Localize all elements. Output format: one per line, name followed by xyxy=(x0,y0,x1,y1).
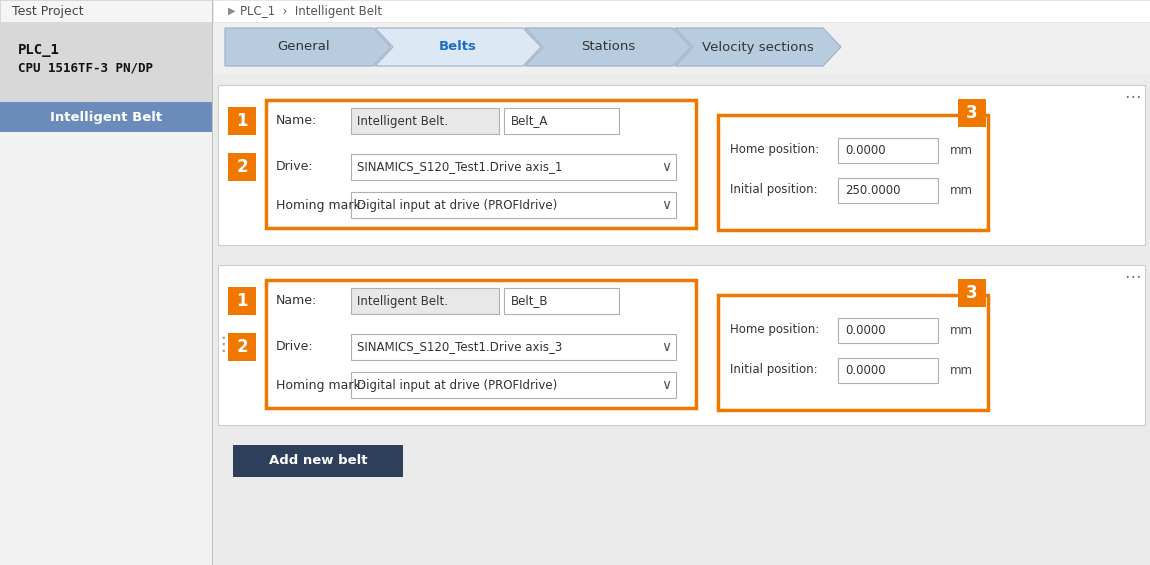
Bar xyxy=(228,333,256,361)
Text: Name:: Name: xyxy=(276,115,317,128)
Text: Velocity sections: Velocity sections xyxy=(703,41,814,54)
Bar xyxy=(351,334,676,360)
Bar xyxy=(351,192,676,218)
Text: Initial position:: Initial position: xyxy=(730,363,818,376)
Text: SINAMICS_S120_Test1.Drive axis_3: SINAMICS_S120_Test1.Drive axis_3 xyxy=(356,341,562,354)
Bar xyxy=(718,115,988,230)
Polygon shape xyxy=(375,28,540,66)
Text: SINAMICS_S120_Test1.Drive axis_1: SINAMICS_S120_Test1.Drive axis_1 xyxy=(356,160,562,173)
Text: Digital input at drive (PROFIdrive): Digital input at drive (PROFIdrive) xyxy=(356,379,558,392)
Text: ▶: ▶ xyxy=(228,6,236,16)
Text: Homing mark:: Homing mark: xyxy=(276,379,365,392)
Bar xyxy=(838,358,938,383)
Bar xyxy=(0,102,212,132)
Bar xyxy=(228,287,256,315)
Text: 0.0000: 0.0000 xyxy=(845,144,886,157)
Bar xyxy=(218,265,1145,425)
Text: Digital input at drive (PROFIdrive): Digital input at drive (PROFIdrive) xyxy=(356,198,558,211)
Text: CPU 1516TF-3 PN/DP: CPU 1516TF-3 PN/DP xyxy=(18,62,153,75)
Text: Add new belt: Add new belt xyxy=(269,454,367,467)
Text: PLC_1: PLC_1 xyxy=(18,43,60,57)
Text: Belts: Belts xyxy=(439,41,477,54)
Text: 3: 3 xyxy=(966,104,978,122)
Bar xyxy=(351,288,499,314)
Bar xyxy=(351,372,676,398)
Text: ⋯: ⋯ xyxy=(1124,268,1141,286)
Text: mm: mm xyxy=(950,324,973,337)
Bar xyxy=(838,138,938,163)
Bar xyxy=(504,108,619,134)
Text: Initial position:: Initial position: xyxy=(730,184,818,197)
Text: Name:: Name: xyxy=(276,294,317,307)
Bar xyxy=(351,154,676,180)
Text: 1: 1 xyxy=(236,112,247,130)
Text: ∨: ∨ xyxy=(661,340,672,354)
Bar xyxy=(718,295,988,410)
Polygon shape xyxy=(526,28,691,66)
Text: 2: 2 xyxy=(236,158,247,176)
Bar xyxy=(213,74,1150,565)
Bar xyxy=(213,22,1150,74)
Text: Drive:: Drive: xyxy=(276,341,314,354)
Text: mm: mm xyxy=(950,144,973,157)
Text: ∨: ∨ xyxy=(661,198,672,212)
Text: PLC_1  ›  Intelligent Belt: PLC_1 › Intelligent Belt xyxy=(240,5,382,18)
Polygon shape xyxy=(225,28,391,66)
Text: Drive:: Drive: xyxy=(276,160,314,173)
Text: Homing mark:: Homing mark: xyxy=(276,198,365,211)
Bar xyxy=(233,445,402,477)
Text: Test Project: Test Project xyxy=(12,5,84,18)
Bar xyxy=(228,107,256,135)
Bar xyxy=(266,280,696,408)
Bar xyxy=(958,99,986,127)
Text: 2: 2 xyxy=(236,338,247,356)
Text: ∨: ∨ xyxy=(661,378,672,392)
Text: ∨: ∨ xyxy=(661,160,672,174)
Bar xyxy=(218,85,1145,245)
Text: Home position:: Home position: xyxy=(730,324,819,337)
Polygon shape xyxy=(675,28,841,66)
Bar xyxy=(838,318,938,343)
Text: General: General xyxy=(277,41,330,54)
Bar xyxy=(504,288,619,314)
Text: Belt_B: Belt_B xyxy=(511,294,549,307)
Text: Belt_A: Belt_A xyxy=(511,115,549,128)
Bar xyxy=(0,0,212,22)
Text: 3: 3 xyxy=(966,284,978,302)
Text: Intelligent Belt.: Intelligent Belt. xyxy=(356,115,448,128)
Text: 0.0000: 0.0000 xyxy=(845,363,886,376)
Text: ⋯: ⋯ xyxy=(1124,88,1141,106)
Text: Home position:: Home position: xyxy=(730,144,819,157)
Text: Intelligent Belt.: Intelligent Belt. xyxy=(356,294,448,307)
Text: mm: mm xyxy=(950,363,973,376)
Text: 1: 1 xyxy=(236,292,247,310)
Bar xyxy=(351,108,499,134)
Text: ⋮: ⋮ xyxy=(213,336,232,354)
Bar xyxy=(213,0,1150,22)
Bar xyxy=(958,279,986,307)
Text: Stations: Stations xyxy=(581,41,635,54)
Bar xyxy=(838,178,938,203)
Text: mm: mm xyxy=(950,184,973,197)
Bar xyxy=(228,153,256,181)
Text: 0.0000: 0.0000 xyxy=(845,324,886,337)
Bar xyxy=(0,22,212,102)
Text: 250.0000: 250.0000 xyxy=(845,184,900,197)
Bar xyxy=(266,100,696,228)
Text: Intelligent Belt: Intelligent Belt xyxy=(49,111,162,124)
